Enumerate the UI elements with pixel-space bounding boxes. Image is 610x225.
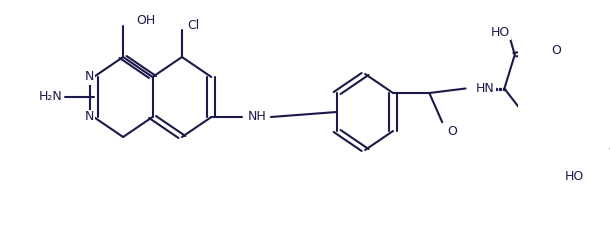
Text: NH: NH: [248, 110, 267, 124]
Text: N: N: [84, 70, 94, 83]
Text: O: O: [551, 44, 561, 57]
Text: HO: HO: [490, 26, 509, 39]
Text: O: O: [608, 143, 610, 156]
Text: H₂N: H₂N: [39, 90, 63, 104]
Text: HO: HO: [565, 170, 584, 183]
Text: HN: HN: [476, 82, 495, 95]
Text: O: O: [447, 125, 458, 138]
Text: Cl: Cl: [187, 19, 199, 32]
Text: OH: OH: [136, 14, 156, 27]
Text: N: N: [84, 110, 94, 124]
